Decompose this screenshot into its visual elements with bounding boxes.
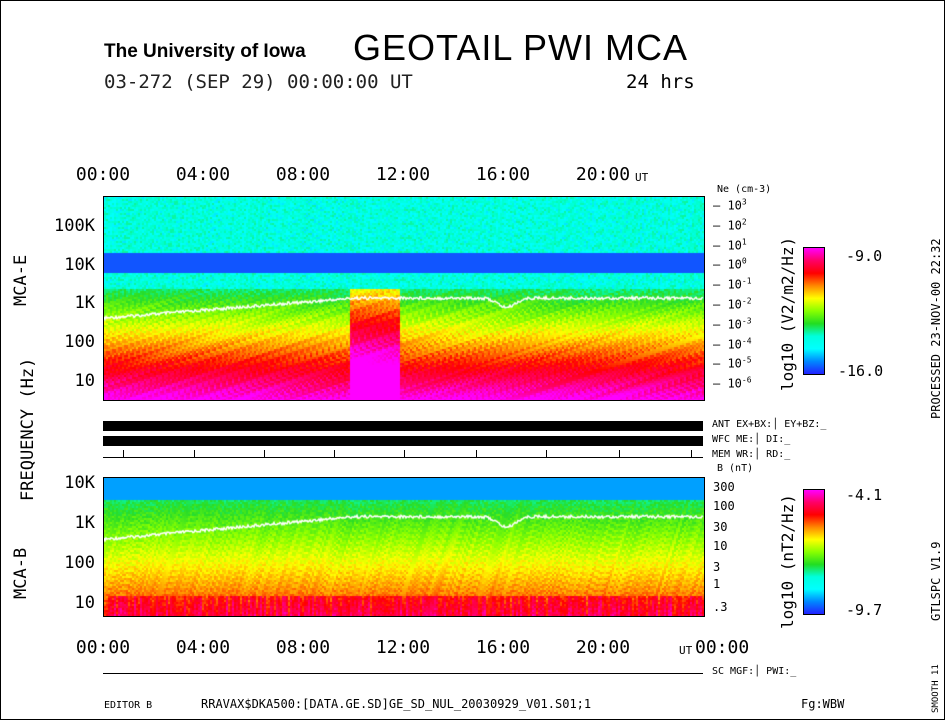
institution: The University of Iowa (104, 41, 306, 62)
mem-status-line (103, 457, 703, 458)
mca-b-cbar-max: -4.1 (846, 486, 883, 504)
ut-label-top: UT (635, 171, 649, 184)
time-label-bottom: 04:00 (175, 637, 231, 658)
mem-tick (476, 450, 477, 457)
time-label-bottom: 00:00 (75, 637, 131, 658)
mca-e-freq-tick: 100 (64, 332, 95, 352)
ne-tick: – 10-2 (713, 296, 752, 312)
b-tick: 1 (713, 577, 721, 591)
mca-e-cbar-max: -9.0 (846, 247, 883, 265)
duration: 24 hrs (626, 71, 695, 93)
mca-e-label: MCA-E (11, 254, 31, 306)
b-tick: 30 (713, 520, 728, 534)
ant-status-bar (103, 421, 703, 431)
wfc-status: WFC ME:│ DI:_ (712, 434, 791, 445)
ne-tick: – 102 (713, 217, 747, 233)
editor-label: EDITOR B (104, 700, 153, 711)
time-label-top: 16:00 (475, 164, 531, 185)
mca-e-freq-tick: 10K (64, 255, 95, 275)
mca-e-cbar-label: log10 (V2/m2/Hz) (778, 236, 797, 391)
time-label-top: 08:00 (275, 164, 331, 185)
time-label-top: 12:00 (375, 164, 431, 185)
plot-title: GEOTAIL PWI MCA (353, 27, 689, 68)
time-label-top: 00:00 (75, 164, 131, 185)
time-label-top: 04:00 (175, 164, 231, 185)
mca-e-cbar-min: -16.0 (838, 362, 884, 380)
mem-status: MEM WR:│ RD:_ (712, 449, 791, 460)
ne-tick: – 10-3 (713, 316, 752, 332)
frequency-axis-label: FREQUENCY (Hz) (18, 357, 38, 501)
ut-label-bottom: UT (679, 644, 693, 657)
mem-tick (404, 450, 405, 457)
time-label-end: 00:00 (695, 637, 750, 658)
mca-e-colorbar (803, 247, 825, 375)
sc-status-line (103, 673, 703, 674)
mca-b-spectrogram (103, 477, 705, 617)
time-label-bottom: 12:00 (375, 637, 431, 658)
ne-tick: – 10-5 (713, 355, 752, 371)
mem-tick (334, 450, 335, 457)
mem-tick (691, 450, 692, 457)
mca-e-freq-tick: 100K (54, 216, 95, 236)
file-path: RRAVAX$DKA500:[DATA.GE.SD]GE_SD_NUL_2003… (201, 697, 592, 711)
mca-b-label: MCA-B (11, 547, 31, 599)
mem-tick (619, 450, 620, 457)
version-stamp: GTLSPC V1.9 (929, 541, 943, 621)
mca-b-freq-tick: 100 (64, 553, 95, 573)
mem-tick (546, 450, 547, 457)
mca-b-freq-tick: 1K (74, 513, 95, 533)
time-label-bottom: 16:00 (475, 637, 531, 658)
b-tick: 300 (713, 480, 735, 494)
mem-tick (123, 450, 124, 457)
b-tick: 10 (713, 539, 728, 553)
fg-label: Fg:WBW (801, 697, 845, 711)
time-label-top: 20:00 (575, 164, 631, 185)
mca-b-freq-tick: 10 (74, 593, 95, 613)
ant-status: ANT EX+BX:│ EY+BZ:_ (712, 419, 827, 430)
sc-status: SC MGF:│ PWI:_ (712, 666, 797, 677)
b-tick: 3 (713, 560, 721, 574)
mem-tick (264, 450, 265, 457)
b-tick: .3 (713, 600, 728, 614)
mca-b-colorbar (803, 489, 825, 615)
time-label-bottom: 20:00 (575, 637, 631, 658)
mca-e-freq-tick: 1K (74, 293, 95, 313)
mca-b-freq-tick: 10K (64, 473, 95, 493)
mca-b-cbar-label: log10 (nT2/Hz) (778, 494, 797, 629)
ne-tick: – 103 (713, 197, 747, 213)
mca-e-freq-tick: 10 (74, 371, 95, 391)
wfc-status-bar (103, 436, 703, 446)
ne-tick: – 101 (713, 237, 747, 253)
ne-tick: – 10-1 (713, 276, 752, 292)
mem-tick (194, 450, 195, 457)
ne-axis-label: Ne (cm-3) (717, 184, 772, 195)
b-axis-label: B (nT) (717, 463, 754, 474)
smooth-stamp: SMOOTH 11 (931, 664, 941, 713)
ne-tick: – 10-6 (713, 375, 752, 391)
processed-stamp: PROCESSED 23-NOV-00 22:32 (929, 238, 943, 419)
ne-tick: – 10-4 (713, 336, 752, 352)
mca-b-cbar-min: -9.7 (846, 601, 883, 619)
time-label-bottom: 08:00 (275, 637, 331, 658)
ne-tick: – 100 (713, 256, 747, 272)
b-tick: 100 (713, 499, 735, 513)
mca-e-spectrogram (103, 196, 705, 401)
date-subtitle: 03-272 (SEP 29) 00:00:00 UT (104, 71, 413, 93)
